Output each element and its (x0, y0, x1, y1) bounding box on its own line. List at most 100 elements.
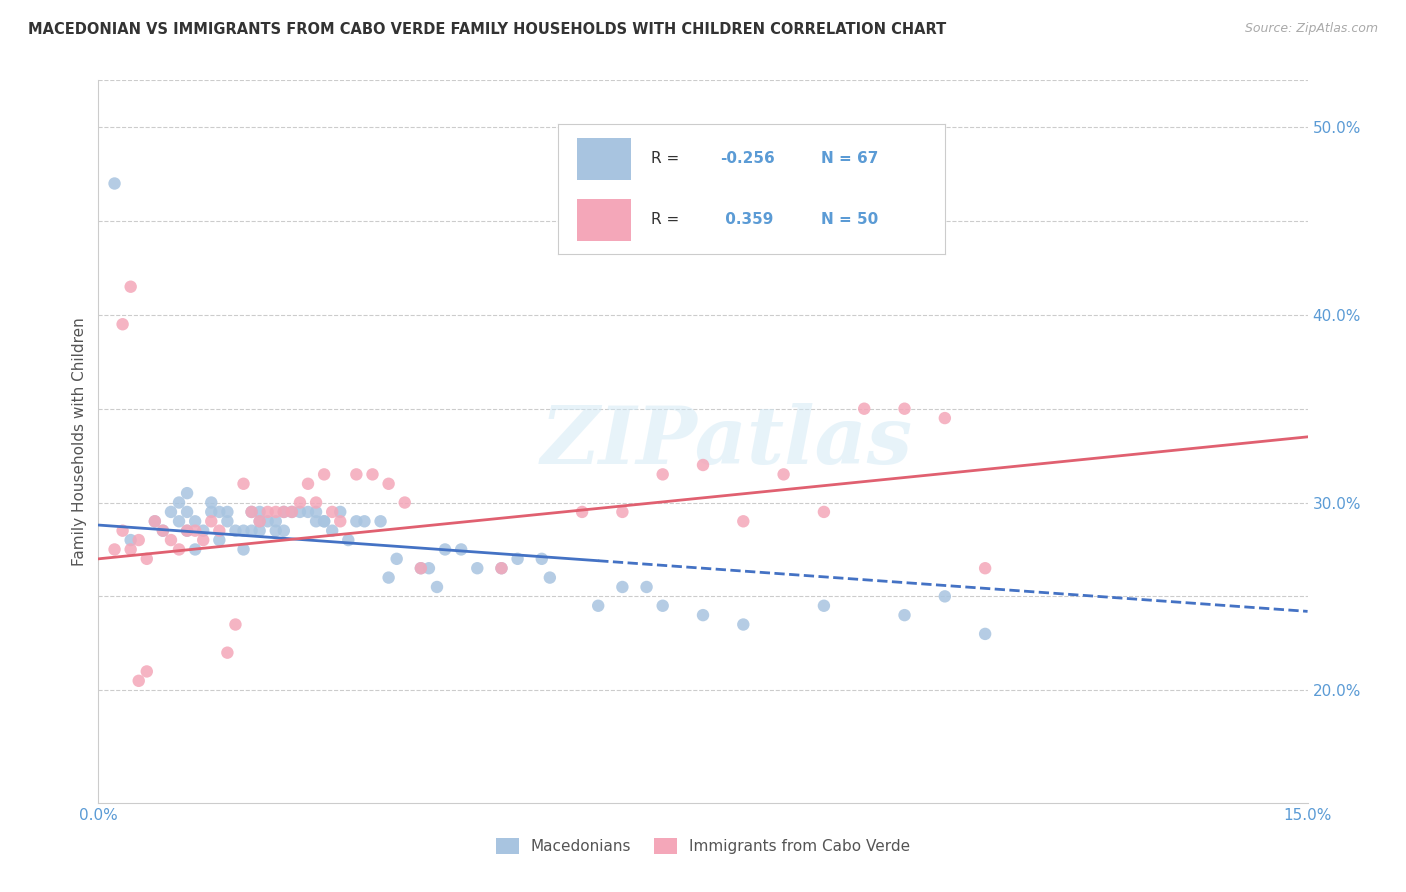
Point (491, 561, 513, 575)
Point (377, 476, 399, 491)
Point (692, 608, 714, 623)
Point (813, 505, 835, 519)
Point (281, 505, 304, 519)
Point (264, 505, 287, 519)
Point (434, 542, 457, 557)
Point (813, 599, 835, 613)
Point (893, 608, 915, 623)
Point (288, 505, 311, 519)
Point (733, 514, 755, 528)
Point (281, 505, 304, 519)
Point (273, 524, 295, 538)
Point (337, 533, 360, 547)
Point (538, 571, 561, 585)
Point (135, 665, 157, 679)
Point (167, 495, 190, 509)
Point (152, 524, 174, 538)
Point (264, 524, 287, 538)
Point (176, 505, 198, 519)
Point (143, 514, 166, 528)
Point (200, 505, 222, 519)
Point (249, 514, 271, 528)
Point (240, 505, 263, 519)
Point (217, 505, 239, 519)
Point (232, 524, 254, 538)
Point (586, 599, 609, 613)
Point (506, 551, 529, 566)
Point (160, 505, 183, 519)
Point (224, 617, 246, 632)
Point (426, 580, 449, 594)
Point (224, 524, 246, 538)
Point (344, 514, 367, 528)
Point (370, 514, 392, 528)
Point (217, 646, 239, 660)
Point (450, 542, 472, 557)
Point (297, 476, 319, 491)
Point (733, 617, 755, 632)
Point (288, 495, 311, 509)
Point (893, 401, 915, 416)
Point (273, 505, 295, 519)
Point (651, 467, 673, 482)
Point (256, 514, 278, 528)
Point (344, 467, 367, 482)
Point (249, 524, 271, 538)
Point (651, 599, 673, 613)
Point (120, 533, 142, 547)
Point (176, 524, 198, 538)
Point (772, 467, 794, 482)
Point (120, 542, 142, 557)
Point (321, 524, 343, 538)
Point (853, 401, 876, 416)
Point (377, 571, 399, 585)
Point (176, 524, 198, 538)
Point (465, 561, 488, 575)
Point (273, 505, 295, 519)
Point (692, 458, 714, 472)
Point (240, 524, 263, 538)
Point (167, 542, 190, 557)
Point (208, 533, 231, 547)
Point (103, 177, 125, 191)
Point (111, 524, 134, 538)
Point (361, 467, 384, 482)
Point (974, 627, 997, 641)
Point (256, 505, 278, 519)
Point (240, 505, 263, 519)
Point (314, 467, 336, 482)
Point (249, 505, 271, 519)
Point (934, 411, 956, 425)
Point (217, 514, 239, 528)
Point (111, 318, 134, 332)
Point (103, 542, 125, 557)
Legend: Macedonians, Immigrants from Cabo Verde: Macedonians, Immigrants from Cabo Verde (489, 832, 917, 860)
Point (176, 486, 198, 500)
Text: Source: ZipAtlas.com: Source: ZipAtlas.com (1244, 22, 1378, 36)
Point (120, 279, 142, 293)
Point (135, 551, 157, 566)
Point (636, 580, 658, 594)
Point (571, 505, 593, 519)
Point (297, 505, 319, 519)
Point (232, 542, 254, 557)
Point (232, 476, 254, 491)
Point (128, 673, 150, 688)
Point (200, 495, 222, 509)
Point (208, 524, 231, 538)
Point (143, 514, 166, 528)
Text: ZIPatlas: ZIPatlas (541, 403, 914, 480)
Point (491, 561, 513, 575)
Point (329, 505, 352, 519)
Point (934, 590, 956, 604)
Point (167, 514, 190, 528)
Point (612, 505, 634, 519)
Point (193, 533, 215, 547)
Point (530, 551, 553, 566)
Point (128, 533, 150, 547)
Point (394, 495, 416, 509)
Y-axis label: Family Households with Children: Family Households with Children (72, 318, 87, 566)
Point (314, 514, 336, 528)
Point (321, 505, 343, 519)
Point (385, 551, 408, 566)
